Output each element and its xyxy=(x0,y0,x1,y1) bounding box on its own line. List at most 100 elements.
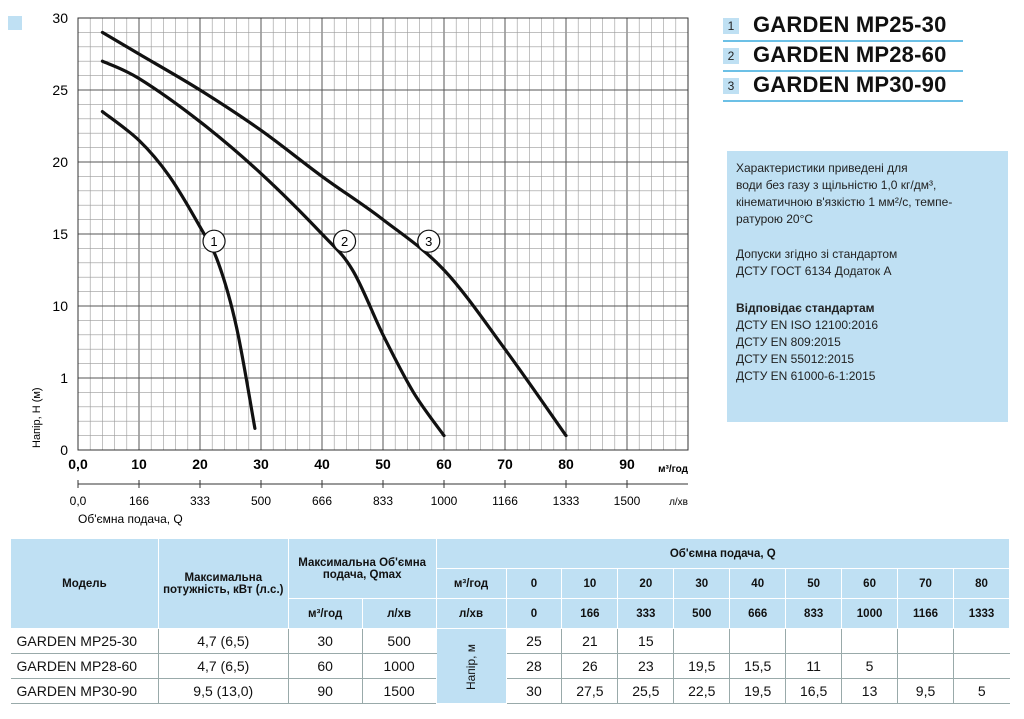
x-tick-label: 40 xyxy=(314,456,330,472)
y-tick-label: 15 xyxy=(52,226,68,242)
info-line: ДСТУ EN ISO 12100:2016 xyxy=(736,318,879,332)
flow-l-cell: 1166 xyxy=(897,598,954,629)
legend-label: GARDEN MP28-60 xyxy=(753,42,947,67)
flow-l-cell: 666 xyxy=(729,598,787,629)
model-cell: GARDEN MP25-30 xyxy=(10,628,159,654)
info-line: води без газу з щільністю 1,0 кг/дм³, xyxy=(736,178,937,192)
y-tick-label: 20 xyxy=(52,154,68,170)
flow-m3-cell: 20 xyxy=(617,568,675,599)
legend-underline xyxy=(723,100,963,102)
legend-num: 2 xyxy=(723,48,739,64)
flow-m3-cell: 70 xyxy=(897,568,954,599)
x2-tick-label: 1333 xyxy=(553,494,580,508)
legend-num: 3 xyxy=(723,78,739,94)
flow-l-cell: 166 xyxy=(561,598,619,629)
x2-tick-label: 833 xyxy=(373,494,393,508)
head-value-cell xyxy=(897,628,954,654)
head-value-cell xyxy=(785,628,842,654)
power-cell: 9,5 (13,0) xyxy=(157,678,289,704)
info-line: ДСТУ EN 55012:2015 xyxy=(736,352,855,366)
header-qmax: Максимальна Об'ємна подача, Qmax xyxy=(287,538,437,599)
info-tolerances: Допуски згідно зі стандартом ДСТУ ГОСТ 6… xyxy=(736,246,1001,280)
series-line-2 xyxy=(100,59,446,438)
legend-label: GARDEN MP30-90 xyxy=(753,72,947,97)
x2-tick-label: 500 xyxy=(251,494,271,508)
flow-m3-cell: 0 xyxy=(505,568,563,599)
legend-item-2: 2 GARDEN MP28-60 xyxy=(723,42,963,72)
info-line: кінематичною в'язкістю 1 мм²/с, темпе- xyxy=(736,195,953,209)
legend-underline xyxy=(723,70,963,72)
spec-table: Модель Максимальна потужність, кВт (л.с.… xyxy=(10,538,1011,704)
flow-l-cell: 500 xyxy=(673,598,731,629)
x-caption: Об'ємна подача, Q xyxy=(78,512,183,526)
info-line: Характеристики приведені для xyxy=(736,161,908,175)
x-tick-label: 80 xyxy=(558,456,574,472)
curve-marker-label: 1 xyxy=(210,234,217,249)
x2-tick-label: 1000 xyxy=(431,494,458,508)
info-line: Допуски згідно зі стандартом xyxy=(736,247,898,261)
flow-m3-cell: 40 xyxy=(729,568,787,599)
flow-m3-cell: 10 xyxy=(561,568,619,599)
header-qmax-l: л/хв xyxy=(361,598,437,629)
x2-tick-label: 0,0 xyxy=(70,494,87,508)
curve-marker-label: 2 xyxy=(341,234,348,249)
qmax-m3-cell: 90 xyxy=(287,678,363,704)
x2-tick-label: 166 xyxy=(129,494,149,508)
head-value-cell: 26 xyxy=(561,653,618,679)
head-value-cell: 28 xyxy=(505,653,562,679)
head-value-cell: 5 xyxy=(841,653,898,679)
head-value-cell: 21 xyxy=(561,628,618,654)
qmax-m3-cell: 30 xyxy=(287,628,363,654)
head-value-cell: 25,5 xyxy=(617,678,674,704)
legend-item-1: 1 GARDEN MP25-30 xyxy=(723,12,963,42)
y-tick-label: 25 xyxy=(52,82,68,98)
head-value-cell: 11 xyxy=(785,653,842,679)
head-value-cell: 22,5 xyxy=(673,678,730,704)
head-value-cell: 15,5 xyxy=(729,653,786,679)
flow-l-cell: 833 xyxy=(785,598,843,629)
flow-l-cell: 333 xyxy=(617,598,675,629)
y-tick-label: 1 xyxy=(60,370,68,386)
flow-m3-cell: 50 xyxy=(785,568,843,599)
x-tick-label: 30 xyxy=(253,456,269,472)
y-tick-label: 10 xyxy=(52,298,68,314)
series-line-3 xyxy=(100,30,568,438)
y-tick-label: 0 xyxy=(60,442,68,458)
plot-frame xyxy=(77,17,689,451)
curve-marker xyxy=(332,229,357,253)
flow-m3-cell: 30 xyxy=(673,568,731,599)
head-value-cell xyxy=(729,628,786,654)
legend-label: GARDEN MP25-30 xyxy=(753,12,947,37)
qmax-l-cell: 1000 xyxy=(361,653,437,679)
x-tick-label: 0,0 xyxy=(68,456,88,472)
header-flow: Об'ємна подача, Q xyxy=(435,538,1011,569)
head-value-cell xyxy=(673,628,730,654)
power-cell: 4,7 (6,5) xyxy=(157,628,289,654)
qmax-l-cell: 500 xyxy=(361,628,437,654)
x-tick-label: 70 xyxy=(497,456,513,472)
x-tick-label: 10 xyxy=(131,456,147,472)
head-value-cell: 13 xyxy=(841,678,898,704)
x-tick-label: 50 xyxy=(375,456,391,472)
head-value-cell xyxy=(841,628,898,654)
flow-m3-cell: 80 xyxy=(952,568,1011,599)
flow-m3-cell: 60 xyxy=(841,568,899,599)
legend-item-3: 3 GARDEN MP30-90 xyxy=(723,72,963,102)
qmax-m3-cell: 60 xyxy=(287,653,363,679)
head-value-cell: 9,5 xyxy=(897,678,954,704)
info-standards: Відповідає стандартам ДСТУ EN ISO 12100:… xyxy=(736,300,1001,385)
y-axis-label: Напір, H (м) xyxy=(31,387,43,448)
x-tick-label: 90 xyxy=(619,456,635,472)
x-tick-label: 20 xyxy=(192,456,208,472)
head-value-cell xyxy=(952,653,1010,679)
legend: 1 GARDEN MP25-30 2 GARDEN MP28-60 3 GARD… xyxy=(723,12,963,102)
model-cell: GARDEN MP28-60 xyxy=(10,653,159,679)
qmax-l-cell: 1500 xyxy=(361,678,437,704)
power-cell: 4,7 (6,5) xyxy=(157,653,289,679)
curve-marker xyxy=(417,229,441,253)
flow-l-cell: 1000 xyxy=(841,598,899,629)
head-value-cell: 19,5 xyxy=(673,653,730,679)
head-label: Напір, м xyxy=(464,643,479,691)
info-line: ратурою 20°С xyxy=(736,212,814,226)
head-value-cell: 30 xyxy=(505,678,562,704)
